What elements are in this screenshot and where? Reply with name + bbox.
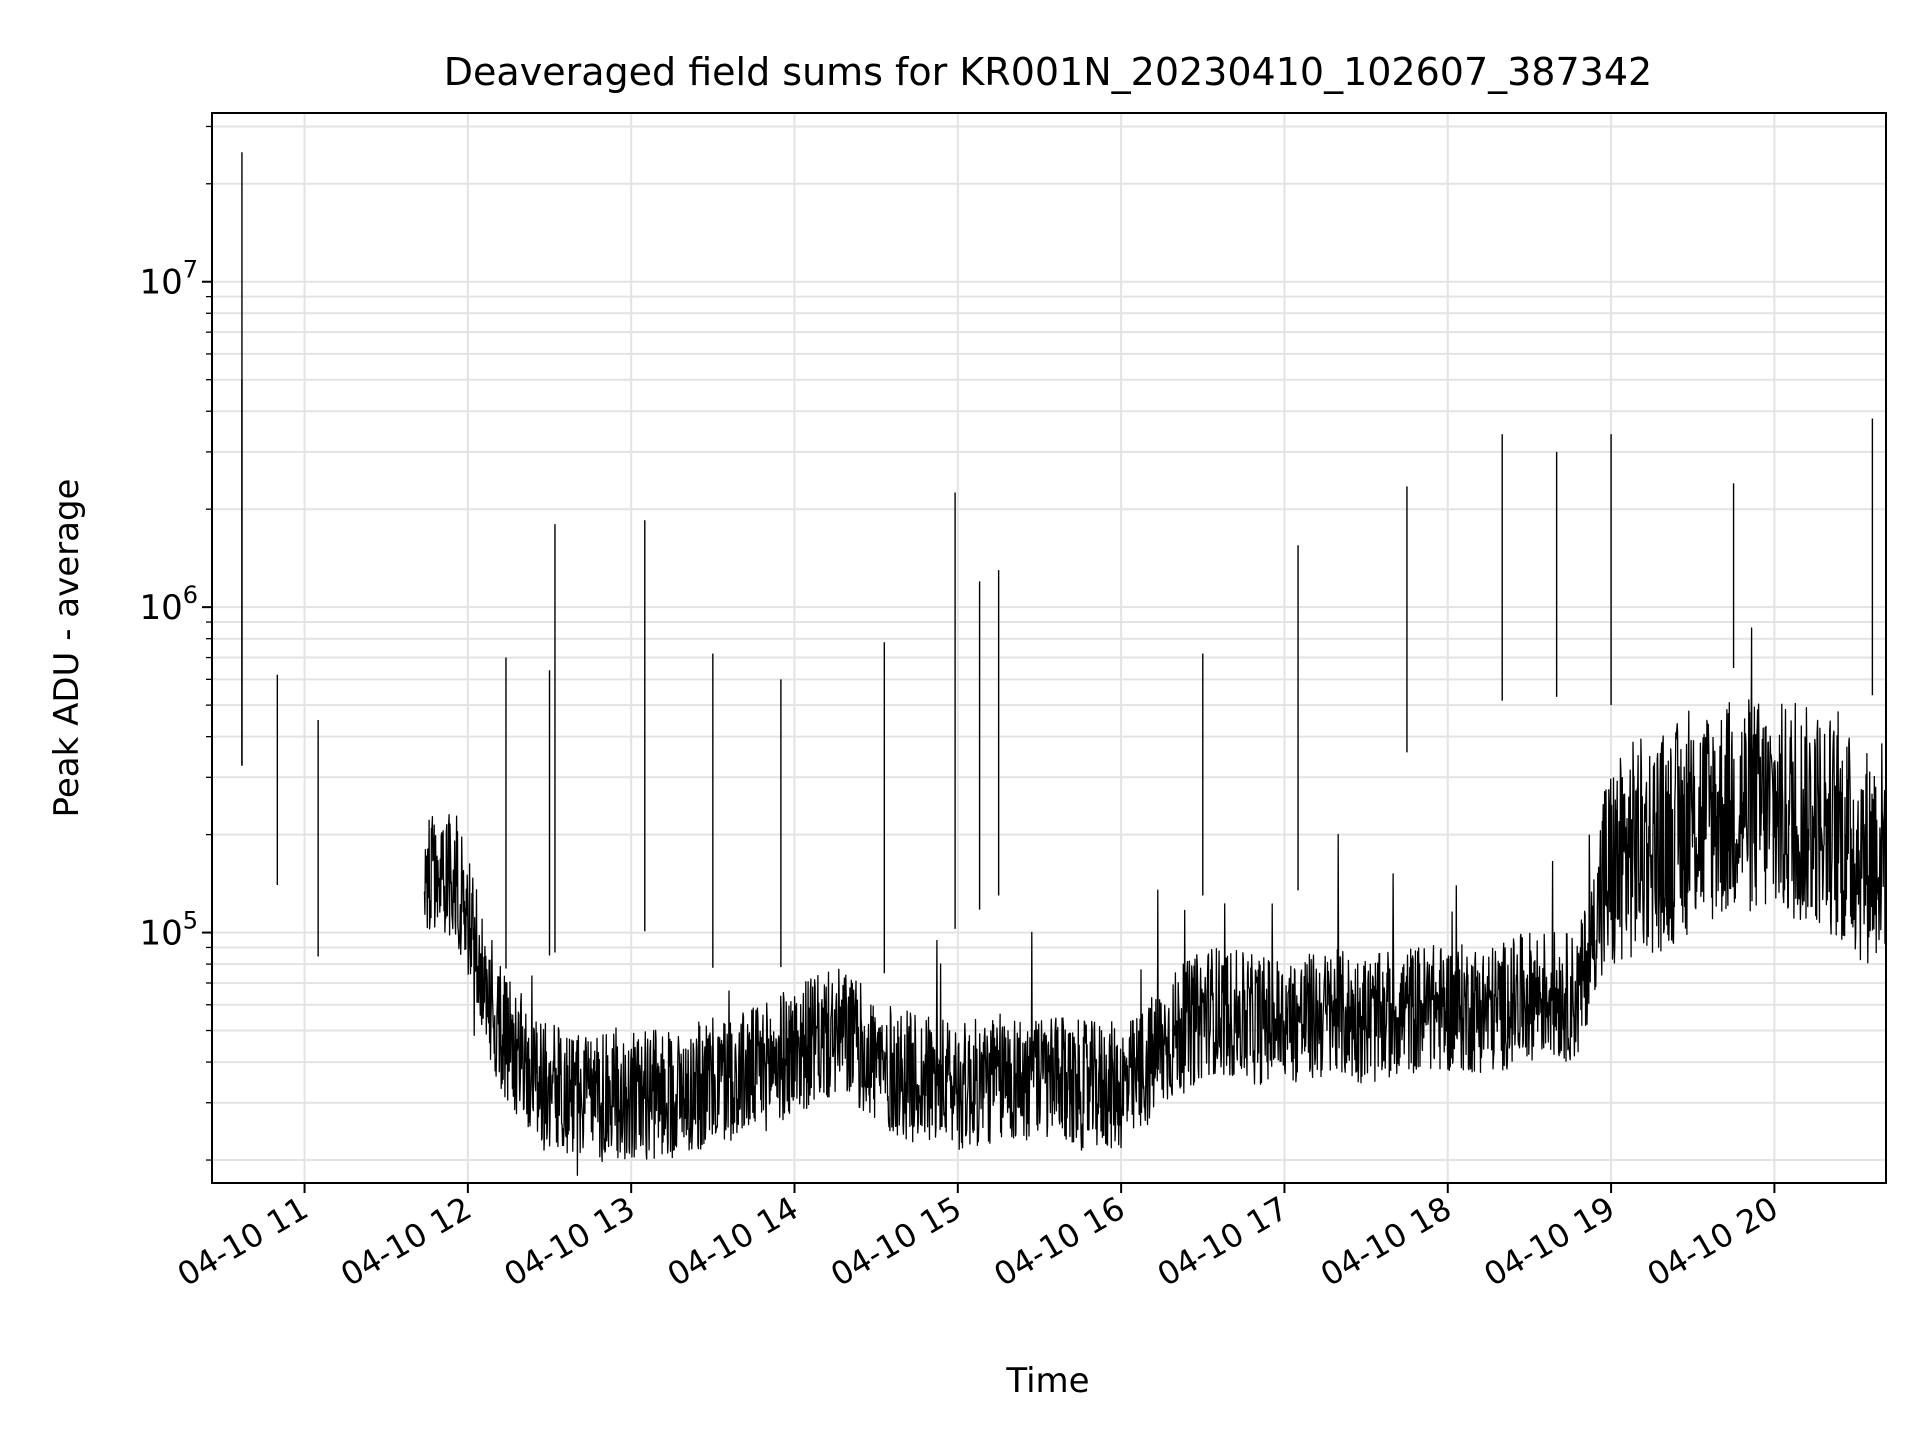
y-tick-label: 106	[139, 581, 198, 628]
chart-title: Deaveraged field sums for KR001N_2023041…	[444, 50, 1652, 94]
y-tick-label: 105	[139, 907, 198, 954]
y-tick-label: 107	[139, 256, 198, 303]
grid-lines	[212, 113, 1886, 1183]
plot-frame	[211, 112, 1887, 1184]
x-axis-label: Time	[1005, 1361, 1089, 1401]
y-axis: 105 106 107	[139, 256, 212, 954]
y-axis-label: Peak ADU - average	[47, 479, 87, 818]
spike-layer	[241, 152, 1874, 974]
series-line	[423, 627, 1886, 1176]
